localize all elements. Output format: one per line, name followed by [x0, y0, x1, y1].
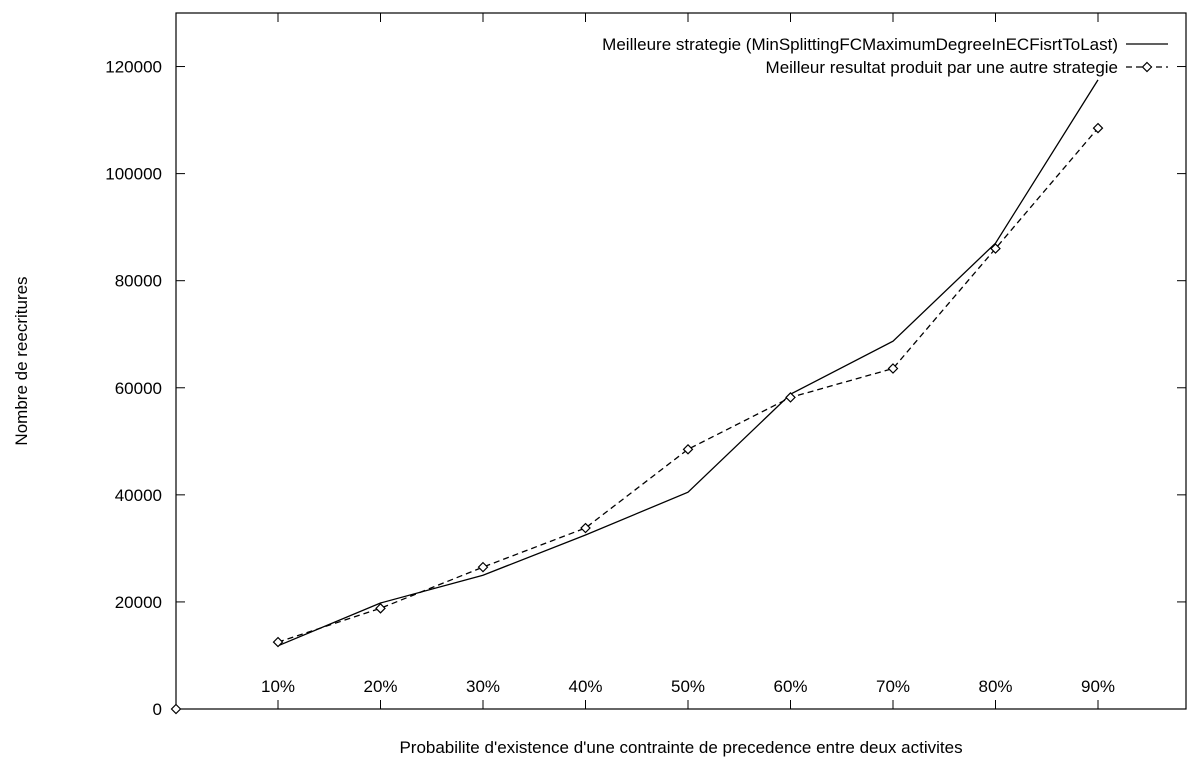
series-layer — [170, 79, 1104, 715]
legend-entry-label: Meilleur resultat produit par une autre … — [766, 58, 1118, 77]
series-point-1 — [375, 602, 386, 614]
y-tick-label: 120000 — [105, 58, 162, 77]
legend-entry-label: Meilleure strategie (MinSplittingFCMaxim… — [602, 35, 1118, 54]
plot-frame — [175, 12, 1187, 710]
y-tick-label: 60000 — [115, 379, 162, 398]
y-tick-label: 0 — [153, 700, 162, 719]
x-tick-label: 90% — [1081, 677, 1115, 696]
y-axis-label: Nombre de reecritures — [12, 276, 31, 445]
y-axis-ticks: 0 20000 40000 60000 80000 100000 120000 — [105, 58, 1186, 719]
series-point-1 — [272, 636, 284, 648]
series-point-1 — [785, 392, 796, 403]
x-tick-label: 70% — [876, 677, 910, 696]
series-point-1 — [477, 561, 489, 573]
x-tick-label: 50% — [671, 677, 705, 696]
series-line-1 — [277, 127, 1099, 643]
origin-point — [170, 703, 182, 715]
y-tick-label: 100000 — [105, 165, 162, 184]
y-tick-label: 40000 — [115, 486, 162, 505]
series-point-1 — [1092, 122, 1104, 134]
x-tick-label: 30% — [466, 677, 500, 696]
series-point-1 — [887, 363, 899, 374]
y-tick-label: 80000 — [115, 272, 162, 291]
x-axis-ticks: 10% 20% 30% 40% 50% 60% 70% 80% 90% — [261, 13, 1115, 709]
series-point-1 — [990, 243, 1001, 254]
x-axis-label: Probabilite d'existence d'une contrainte… — [399, 738, 962, 757]
legend: Meilleure strategie (MinSplittingFCMaxim… — [602, 35, 1168, 77]
y-tick-label: 20000 — [115, 593, 162, 612]
series-line-0 — [277, 79, 1099, 647]
series-point-1 — [580, 522, 591, 534]
x-tick-label: 20% — [363, 677, 397, 696]
series-point-1 — [682, 443, 694, 455]
x-tick-label: 10% — [261, 677, 295, 696]
x-tick-label: 40% — [568, 677, 602, 696]
legend-swatch-marker — [1141, 61, 1153, 73]
x-tick-label: 80% — [978, 677, 1012, 696]
x-tick-label: 60% — [773, 677, 807, 696]
